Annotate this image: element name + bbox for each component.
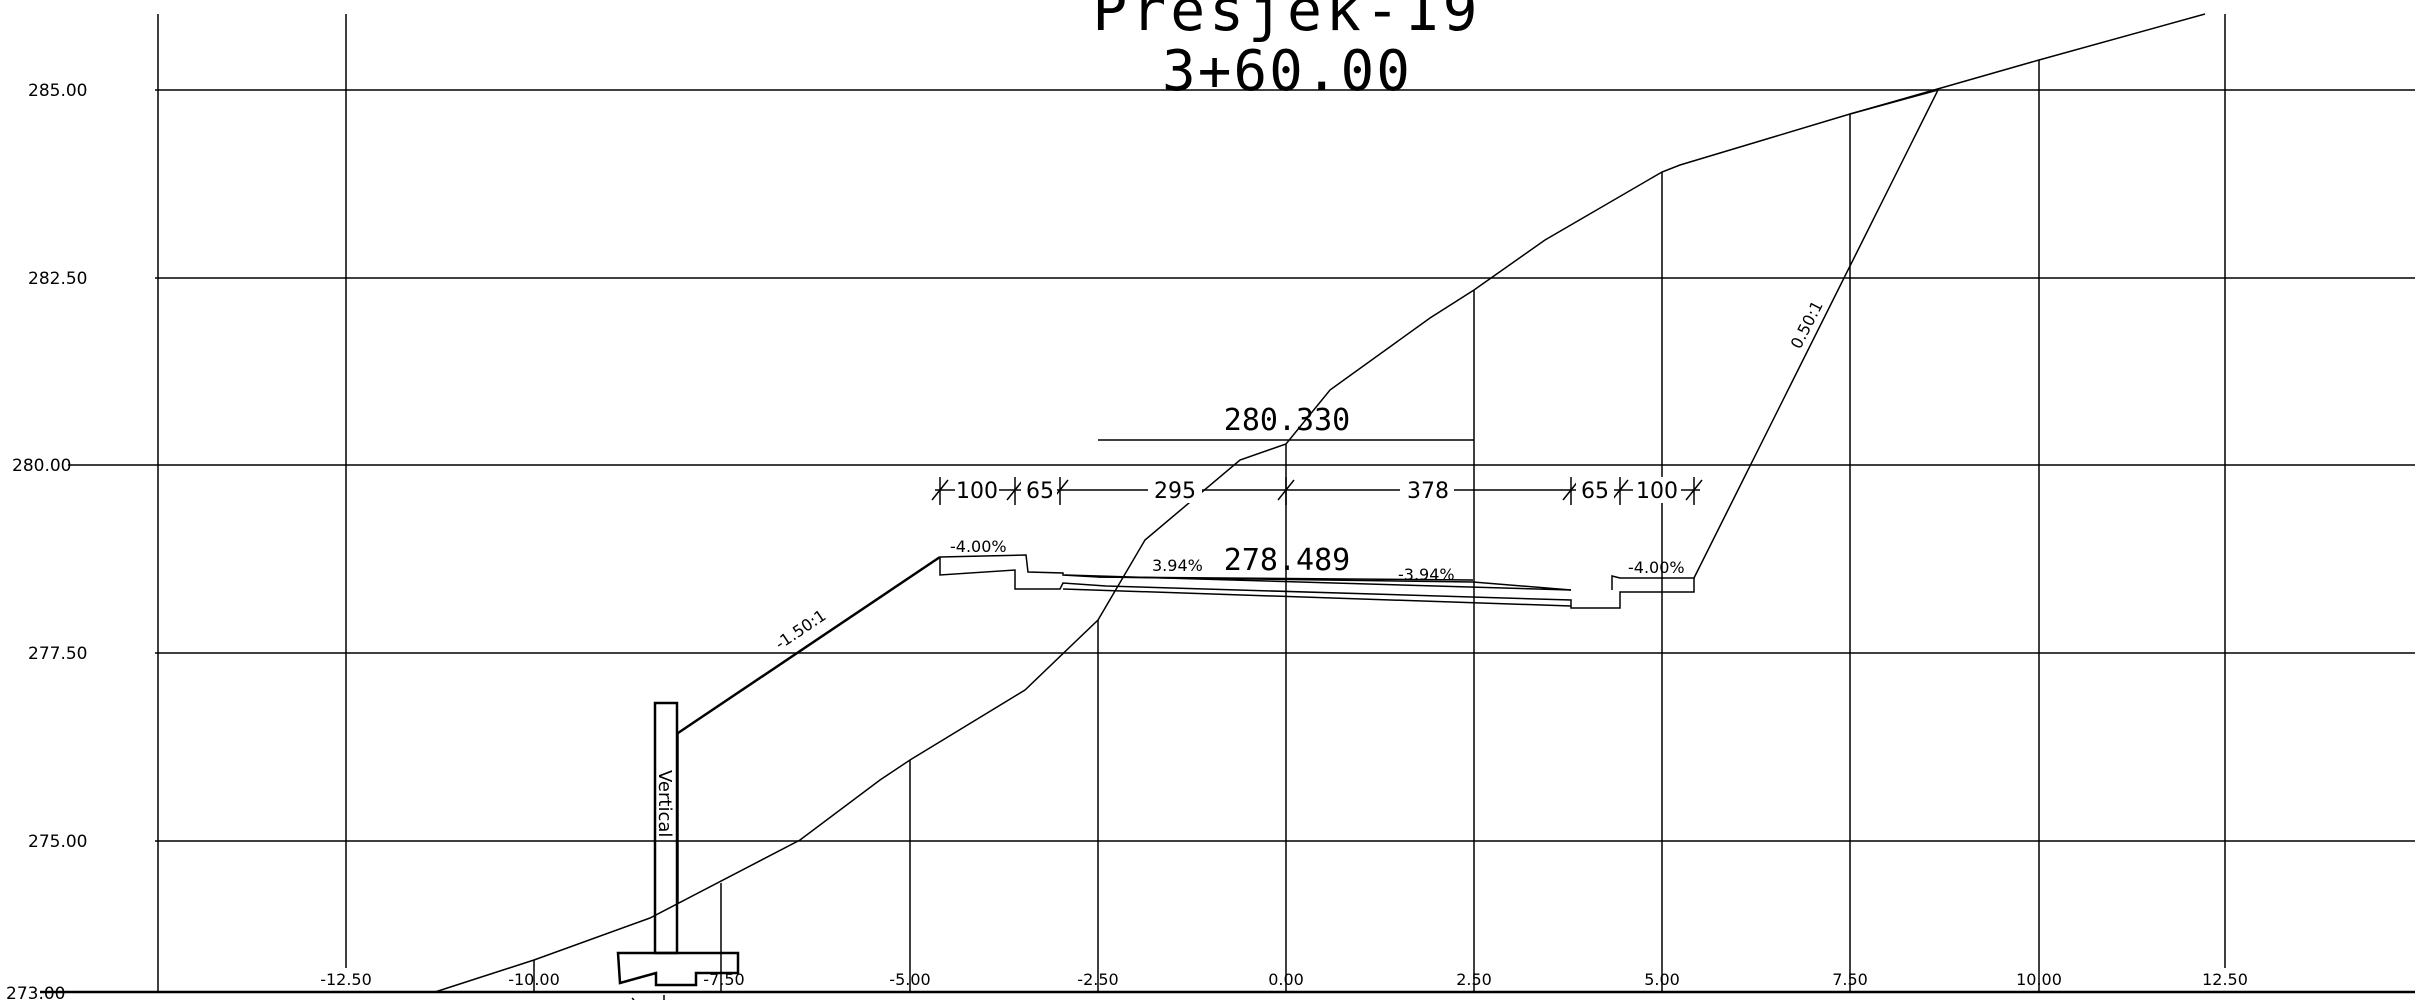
station-ticks [533, 60, 2040, 992]
level-label: 273.00 [6, 984, 65, 1000]
level-label: 277.50 [28, 644, 87, 664]
station-label: 7.50 [1832, 970, 1868, 989]
section-title: Presjek-19 [1092, 0, 1481, 44]
station-label: 0.00 [1268, 970, 1304, 989]
fill-slope-label: -1.50:1 [772, 606, 830, 654]
slope-left-lane: 3.94% [1152, 556, 1203, 575]
retaining-wall [616, 701, 740, 1000]
station-label: 10.00 [2016, 970, 2062, 989]
station-label: -10.00 [508, 970, 560, 989]
elevation-labels: 285.00 282.50 280.00 277.50 275.00 273.0… [6, 81, 87, 1000]
dimension-label: 65 [1026, 479, 1054, 504]
dimension-labels: 100 65 295 378 65 100 [955, 477, 1681, 504]
slope-left-shoulder: -4.00% [950, 537, 1007, 556]
station-label: -7.50 [703, 970, 744, 989]
dimension-label: 65 [1581, 479, 1609, 504]
station-labels: -12.50 -10.00 -7.50 -5.00 -2.50 0.00 2.5… [320, 970, 2248, 989]
level-label: 280.00 [12, 456, 71, 476]
vertical-gridlines [157, 14, 2226, 992]
top-elevation: 280.330 [1224, 403, 1350, 438]
fill-slope-line [677, 555, 941, 735]
horizontal-gridlines [40, 89, 2415, 994]
station-label: -12.50 [320, 970, 372, 989]
terrain-line [434, 13, 2206, 993]
road-pavement [939, 554, 1695, 609]
station-label: -2.50 [1077, 970, 1118, 989]
level-label: 285.00 [28, 81, 87, 101]
station-title: 3+60.00 [1162, 39, 1412, 104]
level-label: 282.50 [28, 269, 87, 289]
dimension-label: 295 [1154, 479, 1196, 504]
grade-elevation: 278.489 [1224, 543, 1350, 578]
slope-right-shoulder: -4.00% [1628, 558, 1685, 577]
slope-right-lane: -3.94% [1398, 565, 1455, 584]
dimension-line [931, 477, 1703, 505]
station-label: 5.00 [1644, 970, 1680, 989]
station-label: -5.00 [889, 970, 930, 989]
dimension-label: 378 [1407, 479, 1449, 504]
wall-label: Vertical [654, 770, 675, 837]
station-label: 2.50 [1456, 970, 1492, 989]
station-label: 12.50 [2202, 970, 2248, 989]
cut-slope-line [1693, 89, 1939, 579]
level-label: 275.00 [28, 832, 87, 852]
cut-slope-top [1849, 89, 1939, 115]
dimension-label: 100 [1636, 479, 1678, 504]
dimension-label: 100 [956, 479, 998, 504]
